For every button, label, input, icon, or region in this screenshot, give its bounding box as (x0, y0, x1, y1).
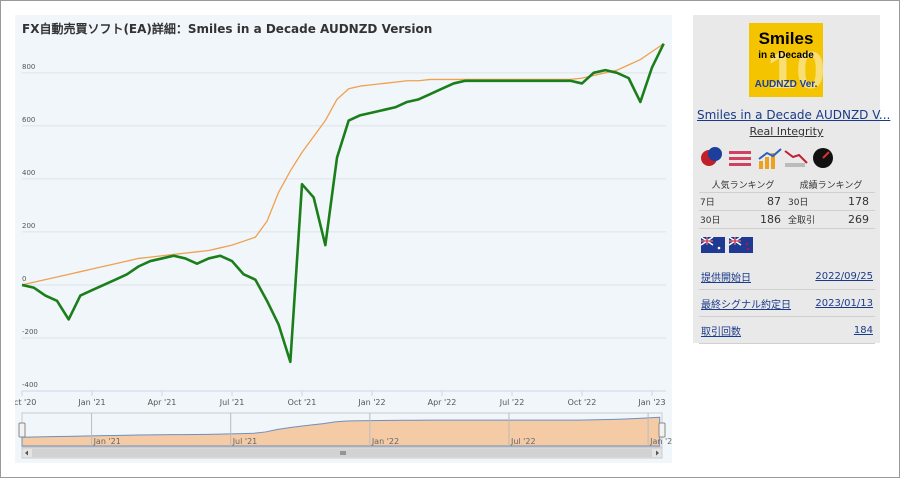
navigator-area (21, 416, 661, 447)
navigator-handle[interactable] (18, 422, 26, 438)
info-label[interactable]: 提供開始日 (699, 263, 806, 290)
author-link[interactable]: Real Integrity (749, 125, 824, 138)
ea-name-link[interactable]: Smiles in a Decade AUDNZD V... (697, 108, 891, 122)
series-line (21, 43, 665, 364)
navigator-handle[interactable] (658, 422, 666, 438)
chart-background (15, 15, 672, 463)
y-tick-label: 400 (22, 169, 35, 177)
chart-title: FX自動売買ソフト(EA)詳細：Smiles in a Decade AUDNZ… (22, 21, 432, 36)
ea-panel: 10 Smiles in a Decade AUDNZD Ver. Smiles… (693, 15, 890, 344)
ranking-header: 成績ランキング (786, 177, 875, 193)
y-tick-label: 0 (22, 275, 26, 283)
x-tick-label: Oct '22 (568, 398, 597, 407)
navigator-tick-label: Jan '21 (93, 437, 121, 446)
info-value[interactable]: 2022/09/25 (805, 263, 875, 290)
x-tick-label: Oct '20 (15, 398, 36, 407)
series-line (21, 43, 665, 286)
y-tick-label: 800 (22, 63, 35, 71)
ranking-value: 87 (738, 192, 787, 211)
info-value[interactable]: 2023/01/13 (805, 289, 875, 317)
ranking-value: 186 (738, 210, 787, 229)
x-tick-label: Apr '22 (428, 398, 457, 407)
logo-text: Smiles (758, 29, 814, 48)
info-label[interactable]: 取引回数 (699, 316, 806, 344)
scroll-left[interactable] (25, 450, 28, 456)
navigator-tick-label: Jan '22 (371, 437, 399, 446)
scroll-right[interactable] (656, 450, 659, 456)
scrollbar-grip (340, 451, 346, 455)
y-tick-label: 200 (22, 222, 35, 230)
x-tick-label: Jan '23 (637, 398, 665, 407)
scrollbar-thumb[interactable] (32, 449, 652, 457)
info-table: 提供開始日 2022/09/25 最終シグナル約定日 2023/01/13 取引回数… (699, 263, 875, 344)
ranking-value: 269 (831, 210, 875, 229)
x-tick-label: Jul '22 (499, 398, 525, 407)
ranking-label: 全取引 (786, 210, 832, 229)
navigator-tick-label: Jan '2 (649, 437, 672, 446)
logo-text: in a Decade (758, 50, 814, 61)
y-tick-label: 600 (22, 116, 35, 124)
currency-flags (701, 236, 753, 253)
x-tick-label: Jul '21 (219, 398, 245, 407)
y-tick-label: -400 (22, 381, 38, 389)
ranking-label: 30日 (699, 210, 739, 229)
x-tick-label: Oct '21 (288, 398, 317, 407)
chart: FX自動売買ソフト(EA)詳細：Smiles in a Decade AUDNZ… (15, 15, 672, 463)
x-tick-label: Jan '21 (77, 398, 105, 407)
ranking-table: 人気ランキング 成績ランキング 7日 87 30日 178 30日 186 全取引 269 (699, 177, 875, 229)
badge-icons (701, 147, 833, 169)
x-tick-label: Jan '22 (357, 398, 385, 407)
logo-text: AUDNZD Ver. (754, 79, 818, 90)
info-label[interactable]: 最終シグナル約定日 (699, 289, 806, 317)
ranking-label: 7日 (699, 192, 739, 211)
ranking-value: 178 (831, 192, 875, 211)
ranking-label: 30日 (786, 192, 832, 211)
navigator-tick-label: Jul '22 (510, 437, 536, 446)
navigator-tick-label: Jul '21 (232, 437, 258, 446)
ranking-header: 人気ランキング (699, 177, 787, 193)
logo-watermark: 10 (767, 42, 823, 97)
x-tick-label: Apr '21 (148, 398, 177, 407)
y-tick-label: -200 (22, 328, 38, 336)
ea-logo[interactable]: 10 Smiles in a Decade AUDNZD Ver. (749, 23, 823, 97)
info-value[interactable]: 184 (805, 316, 875, 344)
